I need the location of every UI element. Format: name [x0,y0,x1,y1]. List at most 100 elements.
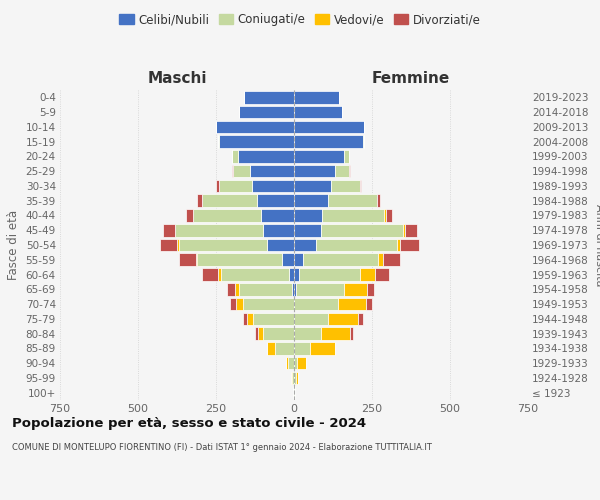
Bar [268,238,294,252]
Bar [227,283,235,296]
Bar [377,194,380,207]
Bar [239,283,292,296]
Text: Maschi: Maschi [147,70,207,86]
Bar [294,150,344,162]
Bar [386,209,392,222]
Bar [294,342,310,354]
Bar [310,342,335,354]
Bar [250,165,294,177]
Bar [294,209,322,222]
Bar [294,283,296,296]
Bar [366,298,372,310]
Bar [179,238,268,252]
Bar [253,312,294,325]
Bar [257,194,294,207]
Bar [294,136,362,148]
Bar [367,283,374,296]
Bar [163,224,175,236]
Bar [297,357,307,370]
Bar [296,372,298,384]
Bar [232,150,238,162]
Bar [216,180,219,192]
Text: Femmine: Femmine [372,70,450,86]
Legend: Celibi/Nubili, Coniugati/e, Vedovi/e, Divorziati/e: Celibi/Nubili, Coniugati/e, Vedovi/e, Di… [115,8,485,31]
Bar [383,254,400,266]
Bar [294,268,299,281]
Bar [294,312,328,325]
Bar [349,165,350,177]
Bar [187,209,193,222]
Bar [216,120,294,133]
Bar [179,254,196,266]
Bar [294,386,295,399]
Bar [263,328,294,340]
Bar [263,224,294,236]
Bar [219,180,252,192]
Bar [328,194,377,207]
Bar [304,254,378,266]
Bar [177,238,179,252]
Bar [294,165,335,177]
Bar [350,328,353,340]
Bar [294,372,296,384]
Bar [258,328,263,340]
Bar [175,224,263,236]
Bar [294,328,320,340]
Bar [375,268,389,281]
Bar [405,224,417,236]
Bar [236,298,242,310]
Bar [294,194,328,207]
Bar [252,180,294,192]
Bar [403,224,405,236]
Bar [268,342,275,354]
Bar [289,357,294,370]
Bar [320,224,403,236]
Bar [291,372,292,384]
Y-axis label: Fasce di età: Fasce di età [7,210,20,280]
Bar [193,209,261,222]
Bar [292,283,294,296]
Bar [362,136,364,148]
Bar [400,238,419,252]
Bar [294,91,339,104]
Bar [299,268,359,281]
Bar [294,254,304,266]
Bar [331,180,359,192]
Bar [294,224,320,236]
Bar [197,254,281,266]
Bar [328,312,358,325]
Bar [242,298,294,310]
Bar [286,357,289,370]
Bar [385,209,386,222]
Bar [344,150,349,162]
Bar [359,180,361,192]
Bar [296,283,344,296]
Bar [358,312,362,325]
Bar [235,283,239,296]
Bar [344,283,367,296]
Bar [232,165,233,177]
Bar [247,312,253,325]
Y-axis label: Anni di nascita: Anni di nascita [595,204,600,286]
Bar [255,328,258,340]
Bar [322,209,385,222]
Bar [202,268,218,281]
Bar [197,194,202,207]
Bar [359,268,375,281]
Bar [294,180,331,192]
Bar [221,268,289,281]
Text: Popolazione per età, sesso e stato civile - 2024: Popolazione per età, sesso e stato civil… [12,418,366,430]
Bar [289,268,294,281]
Bar [219,136,294,148]
Bar [320,328,350,340]
Bar [281,254,294,266]
Bar [239,106,294,118]
Bar [378,254,383,266]
Bar [202,194,257,207]
Bar [397,238,400,252]
Bar [335,165,349,177]
Bar [292,372,294,384]
Bar [294,357,297,370]
Bar [294,238,316,252]
Bar [218,136,219,148]
